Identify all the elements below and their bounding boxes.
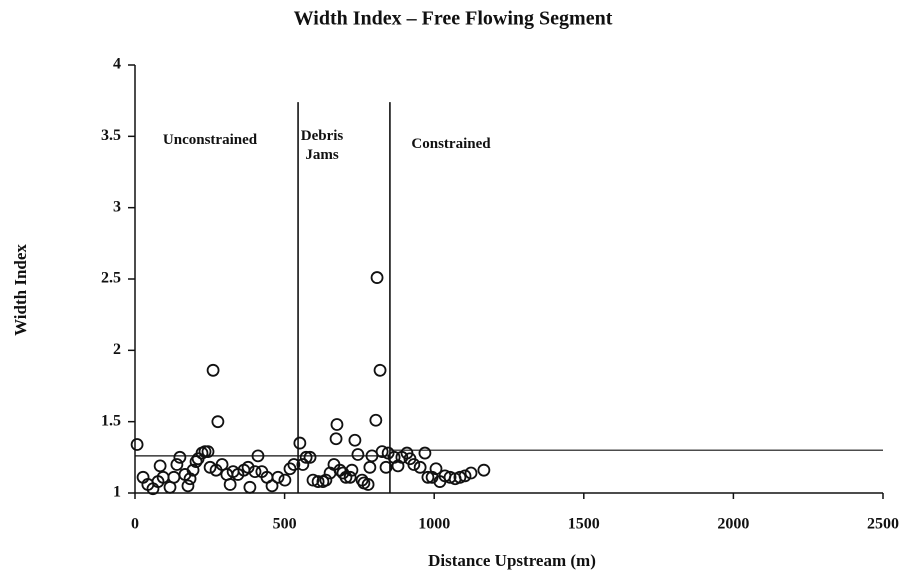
data-point [407,458,421,471]
x-tick-label: 2000 [717,516,749,533]
data-point [201,445,215,459]
data-point [223,478,237,491]
data-point [296,458,310,471]
y-axis-label: Width Index [11,244,30,336]
data-point [319,473,333,487]
data-point [361,478,375,491]
y-tick-label: 4 [113,56,121,73]
data-point [203,460,217,474]
y-tick-label: 1.5 [101,412,121,429]
data-point [170,458,184,471]
data-point [330,418,344,431]
data-point [421,470,435,484]
data-point [167,470,181,484]
region-label-line: Constrained [411,136,491,152]
y-tick-label: 3 [113,198,121,215]
data-point [299,450,313,464]
region-label-line: Jams [305,147,338,163]
data-point [293,436,307,450]
data-point [413,460,427,474]
data-point [375,445,389,459]
data-point [348,433,362,447]
data-point [181,479,195,493]
data-point [351,448,365,461]
y-tick-label: 2 [113,341,121,358]
x-tick-label: 1000 [418,516,450,533]
chart-title: Width Index – Free Flowing Segment [294,8,613,30]
data-point [287,458,301,471]
data-point [429,462,443,476]
data-point [369,413,383,427]
data-point [283,462,297,476]
data-point [443,470,457,484]
y-tick-label: 3.5 [101,127,121,144]
region-label-line: Unconstrained [163,132,258,148]
data-point [418,446,432,460]
data-point [453,470,467,484]
region-label: Constrained [411,136,491,152]
data-point [206,363,220,377]
data-point [306,473,320,487]
data-point [186,463,200,477]
data-point [329,432,343,446]
data-point [345,463,359,477]
data-point [265,479,279,493]
region-label: Unconstrained [163,132,258,148]
data-point [189,455,203,469]
data-point [271,470,285,484]
data-point [243,480,257,494]
data-point [211,415,225,429]
data-point [251,449,265,463]
data-point [458,469,472,483]
data-point [311,475,325,488]
data-point [363,460,377,474]
data-point [183,472,197,486]
data-point [241,460,255,474]
data-point [153,459,167,473]
x-tick-label: 500 [273,516,297,533]
y-tick-label: 1 [113,484,121,501]
x-tick-label: 2500 [867,516,899,533]
data-point [373,363,387,377]
data-point [278,473,292,487]
data-point [379,460,393,474]
x-tick-label: 1500 [568,516,600,533]
x-axis-label: Distance Upstream (m) [428,551,596,570]
data-point [370,271,384,284]
data-point [173,450,187,464]
region-label-line: Debris [301,128,344,144]
region-label: Debris Jams [301,128,344,163]
data-point [248,465,262,479]
y-tick-label: 2.5 [101,270,121,287]
x-tick-label: 0 [131,516,139,533]
data-point [343,470,357,484]
data-point [130,438,144,451]
data-point [477,463,491,477]
data-point [464,466,478,480]
data-point [303,450,317,464]
data-point [215,458,229,471]
